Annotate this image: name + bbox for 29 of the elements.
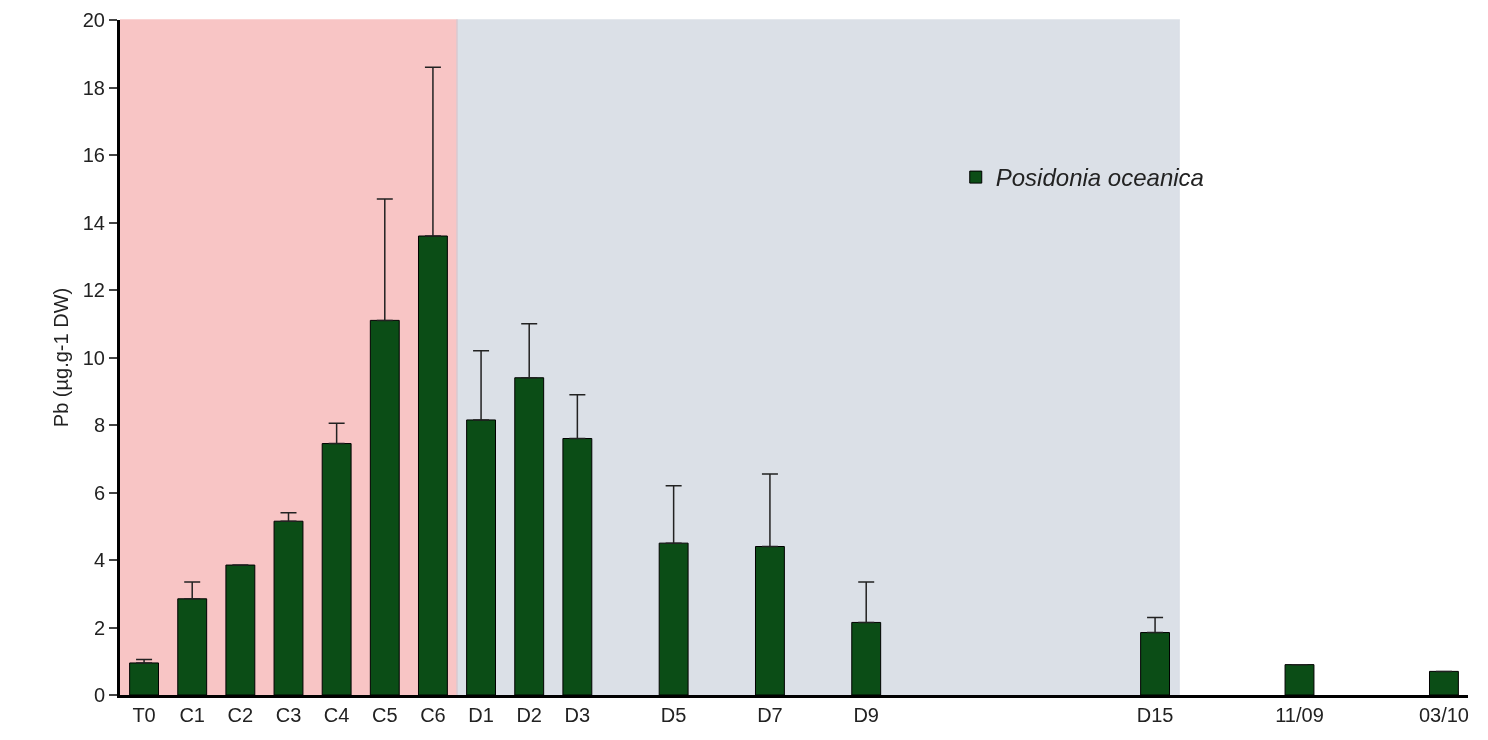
x-tick-label: 11/09	[1275, 704, 1324, 726]
y-tick-label: 6	[93, 481, 105, 504]
y-tick-label: 20	[82, 9, 105, 31]
y-tick-label: 4	[93, 549, 105, 571]
y-tick-label: 14	[82, 211, 105, 234]
y-tick-label: 10	[82, 346, 105, 369]
y-tick-label: 0	[93, 684, 105, 706]
legend-label: Posidonia oceanica	[995, 164, 1204, 192]
x-tick-label: D5	[660, 704, 687, 726]
x-tick-label: D15	[1136, 704, 1174, 726]
x-tick-label: 03/10	[1418, 704, 1469, 726]
x-tick-label: C2	[227, 704, 254, 726]
x-tick-label: D2	[516, 704, 542, 726]
x-tick-label: C4	[323, 704, 350, 726]
x-tick-label: D9	[853, 704, 879, 726]
x-tick-label: T0	[132, 704, 156, 726]
x-tick-label: D3	[564, 704, 591, 726]
y-tick-label: 16	[82, 144, 105, 166]
x-tick-label: C1	[179, 704, 205, 726]
y-tick-label: 18	[82, 76, 105, 99]
y-tick-label: 2	[93, 616, 105, 639]
x-tick-label: C3	[275, 704, 302, 726]
y-tick-label: 8	[93, 414, 105, 436]
y-tick-label: 12	[82, 279, 105, 301]
x-tick-label: D1	[468, 704, 494, 726]
x-tick-label: C5	[372, 704, 398, 726]
x-tick-label: D7	[757, 704, 783, 726]
x-tick-label: C6	[420, 704, 446, 726]
y-axis-title: Pb (µg.g-1 DW)	[50, 287, 72, 428]
